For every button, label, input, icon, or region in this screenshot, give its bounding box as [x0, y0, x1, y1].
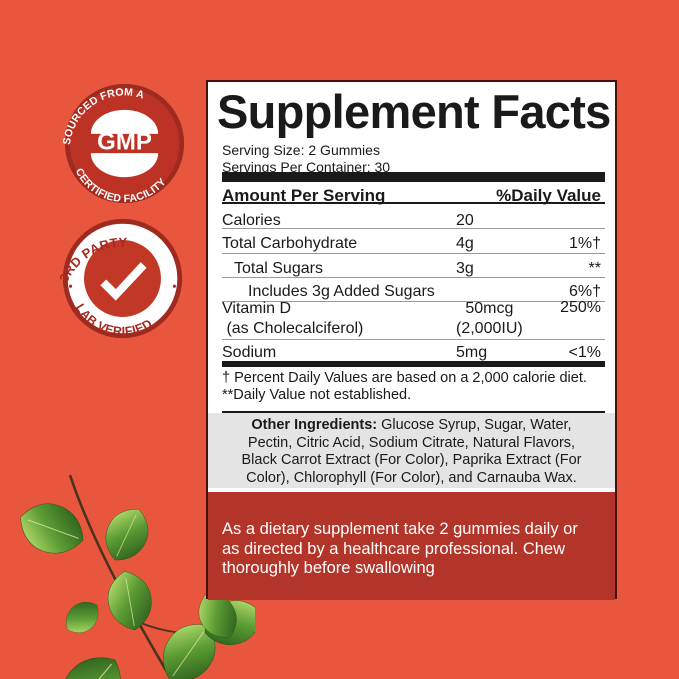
- svg-text:GMP: GMP: [97, 128, 152, 155]
